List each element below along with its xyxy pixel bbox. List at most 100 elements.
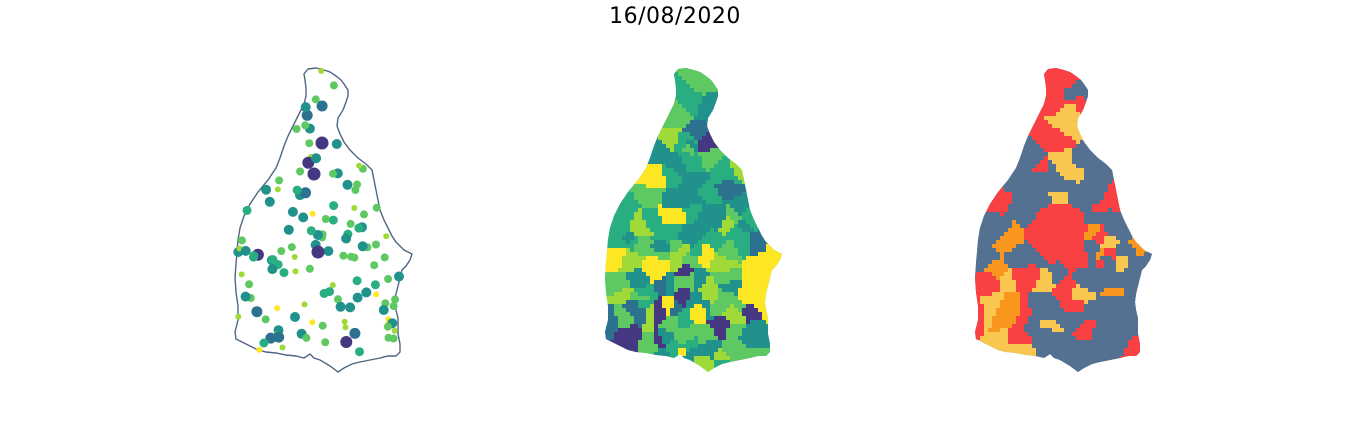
municipality-cell bbox=[774, 228, 779, 233]
municipality-cell bbox=[605, 224, 607, 229]
municipality-cell bbox=[598, 96, 602, 100]
municipality-cell bbox=[690, 248, 695, 253]
municipality-cell bbox=[658, 264, 663, 269]
municipality-cell bbox=[766, 96, 771, 101]
municipality-cell bbox=[984, 132, 989, 137]
municipality-cell bbox=[1144, 124, 1149, 129]
municipality-cell bbox=[726, 176, 731, 181]
municipality-cell bbox=[714, 300, 719, 305]
municipality-cell bbox=[662, 340, 667, 345]
municipality-cell bbox=[1140, 116, 1145, 121]
municipality-cell bbox=[606, 220, 611, 225]
municipality-cell bbox=[730, 312, 735, 317]
municipality-cell bbox=[766, 124, 771, 129]
municipality-cell bbox=[678, 176, 683, 181]
municipality-cell bbox=[1092, 88, 1097, 93]
municipality-cell bbox=[722, 296, 727, 301]
municipality-cell bbox=[1004, 124, 1009, 129]
municipality-cell bbox=[746, 224, 751, 229]
municipality-cell bbox=[698, 228, 703, 233]
municipality-cell bbox=[614, 108, 619, 113]
municipality-cell bbox=[1028, 112, 1033, 117]
municipality-cell bbox=[605, 300, 607, 305]
municipality-cell bbox=[634, 204, 639, 209]
municipality-cell bbox=[1104, 104, 1109, 109]
municipality-cell bbox=[762, 240, 767, 245]
municipality-cell bbox=[1020, 60, 1024, 64]
municipality-cell bbox=[606, 240, 611, 245]
municipality-cell bbox=[722, 184, 727, 189]
municipality-cell bbox=[706, 216, 711, 221]
municipality-cell bbox=[722, 328, 727, 333]
municipality-cell bbox=[686, 348, 691, 353]
municipality-cell bbox=[1152, 112, 1156, 116]
municipality-cell bbox=[718, 228, 723, 233]
municipality-cell bbox=[770, 84, 775, 89]
municipality-cell bbox=[718, 240, 723, 245]
municipality-cell bbox=[678, 284, 683, 289]
municipality-cell bbox=[650, 284, 655, 289]
municipality-cell bbox=[646, 312, 651, 317]
municipality-cell bbox=[762, 180, 767, 185]
municipality-cell bbox=[1092, 120, 1097, 125]
municipality-cell bbox=[742, 128, 747, 133]
municipality-cell bbox=[658, 80, 663, 85]
municipality-cell bbox=[1156, 124, 1160, 128]
municipality-cell bbox=[758, 252, 763, 257]
municipality-cell bbox=[1144, 92, 1149, 97]
municipality-cell bbox=[1008, 140, 1013, 145]
municipality-cell bbox=[662, 328, 667, 333]
municipality-cell bbox=[610, 80, 615, 85]
municipality-cell bbox=[782, 160, 786, 164]
municipality-cell bbox=[996, 60, 1000, 64]
municipality-cell bbox=[1128, 132, 1133, 137]
municipality-cell bbox=[746, 92, 751, 97]
municipality-cell bbox=[690, 300, 695, 305]
municipality-cell bbox=[742, 108, 747, 113]
municipality-cell bbox=[694, 168, 699, 173]
municipality-cell bbox=[678, 184, 683, 189]
municipality-cell bbox=[718, 76, 723, 81]
municipality-cell bbox=[750, 280, 755, 285]
municipality-cell bbox=[646, 84, 651, 89]
municipality-cell bbox=[1152, 68, 1156, 72]
municipality-cell bbox=[1092, 112, 1097, 117]
municipality-cell bbox=[754, 180, 759, 185]
municipality-cell bbox=[734, 100, 739, 105]
municipality-cell bbox=[774, 92, 779, 97]
municipality-cell bbox=[1016, 92, 1021, 97]
municipality-cell bbox=[770, 68, 775, 69]
municipality-cell bbox=[702, 320, 707, 325]
municipality-cell bbox=[778, 288, 782, 293]
municipality-cell bbox=[782, 72, 786, 76]
municipality-cell bbox=[734, 304, 739, 309]
municipality-cell bbox=[605, 312, 607, 317]
municipality-cell bbox=[738, 292, 743, 297]
municipality-cell bbox=[774, 348, 779, 353]
municipality-cell bbox=[666, 320, 671, 325]
municipality-cell bbox=[714, 316, 719, 321]
municipality-cell bbox=[754, 148, 759, 153]
municipality-cell bbox=[718, 272, 723, 277]
municipality-cell bbox=[774, 280, 779, 285]
municipality-cell bbox=[630, 156, 635, 161]
municipality-cell bbox=[630, 168, 635, 173]
municipality-cell bbox=[638, 76, 643, 81]
municipality-cell bbox=[690, 368, 695, 372]
municipality-cell bbox=[722, 212, 727, 217]
municipality-cell bbox=[686, 104, 691, 109]
municipality-cell bbox=[1024, 68, 1029, 73]
municipality-cell bbox=[605, 196, 607, 201]
municipality-cell bbox=[658, 124, 663, 129]
municipality-cell bbox=[642, 68, 647, 69]
municipality-cell bbox=[730, 360, 735, 365]
municipality-cell bbox=[1008, 68, 1013, 73]
municipality-cell bbox=[642, 372, 646, 376]
municipality-cell bbox=[786, 340, 790, 344]
municipality-cell bbox=[706, 160, 711, 165]
municipality-cell bbox=[1068, 80, 1073, 85]
municipality-cell bbox=[1128, 136, 1133, 141]
municipality-cell bbox=[626, 116, 631, 121]
municipality-cell bbox=[694, 232, 699, 237]
municipality-cell bbox=[618, 152, 623, 157]
